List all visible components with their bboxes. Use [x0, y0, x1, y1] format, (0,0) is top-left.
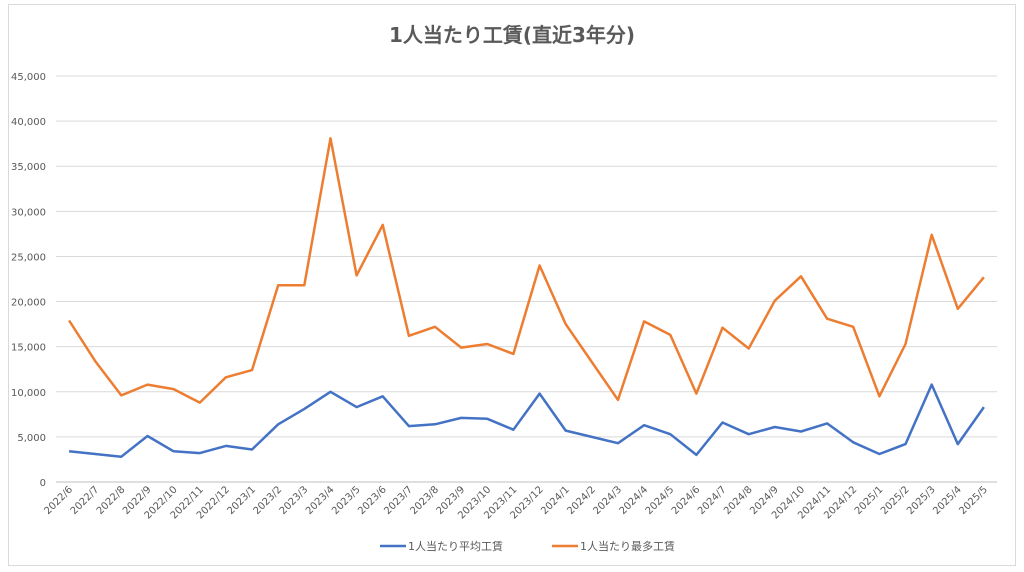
- y-tick-label: 0: [40, 478, 46, 489]
- y-axis-ticks: 0 5,000 10,000 15,000 20,000 25,000 30,000 35,0…: [11, 72, 46, 489]
- series-line: [68, 383, 985, 458]
- legend: 1人当たり平均工賃 1人当たり最多工賃: [380, 539, 675, 553]
- x-tick-label: 2025/5: [957, 484, 990, 517]
- y-tick-label: 5,000: [17, 433, 46, 444]
- grid: [56, 75, 997, 483]
- x-axis-ticks: 2022/62022/72022/82022/92022/102022/1120…: [43, 484, 991, 521]
- y-tick-label: 45,000: [11, 72, 46, 83]
- legend-label: 1人当たり平均工賃: [408, 539, 503, 553]
- y-tick-label: 25,000: [11, 252, 46, 263]
- y-tick-label: 20,000: [11, 298, 46, 309]
- series-line: [68, 137, 985, 404]
- chart-title: 1人当たり工賃(直近3年分): [389, 23, 635, 47]
- y-tick-label: 35,000: [11, 162, 46, 173]
- chart-frame: [8, 4, 1016, 566]
- y-tick-label: 15,000: [11, 343, 46, 354]
- y-tick-label: 10,000: [11, 388, 46, 399]
- legend-label: 1人当たり最多工賃: [580, 539, 675, 553]
- y-tick-label: 40,000: [11, 117, 46, 128]
- series-lines: [68, 137, 985, 458]
- y-tick-label: 30,000: [11, 207, 46, 218]
